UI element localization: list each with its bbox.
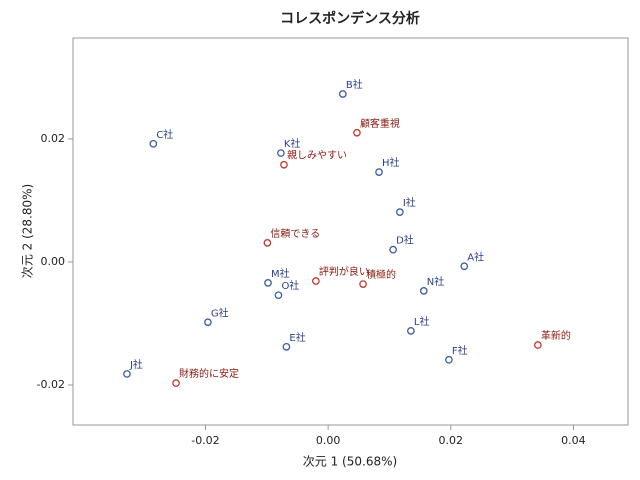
x-tick-label: 0.02	[439, 434, 464, 447]
point	[419, 287, 428, 295]
point-label: O社	[281, 279, 299, 292]
point-label: B社	[346, 78, 363, 91]
point	[312, 277, 320, 285]
point-label: 評判が良い	[319, 265, 369, 278]
chart-title: コレスポンデンス分析	[280, 10, 420, 27]
point	[445, 355, 453, 364]
point	[280, 160, 288, 169]
x-tick-label: 0.04	[561, 434, 586, 447]
point	[396, 208, 404, 216]
y-tick-label: 0.02	[41, 132, 66, 145]
point-label: J社	[129, 358, 143, 371]
point-label: 革新的	[541, 329, 571, 342]
point-label: I社	[403, 196, 416, 209]
point	[204, 318, 212, 327]
point	[264, 279, 272, 287]
point-label: A社	[467, 250, 484, 263]
point	[282, 343, 291, 351]
point-label: F社	[452, 344, 468, 357]
point-label: D社	[396, 234, 414, 247]
point-label: 積極的	[366, 268, 396, 281]
x-tick-label: -0.02	[191, 434, 219, 447]
point-label: 信頼できる	[270, 228, 320, 240]
y-tick-label: 0.00	[41, 255, 66, 268]
point	[274, 291, 283, 300]
point-label: C社	[156, 128, 173, 141]
point	[534, 341, 542, 349]
y-axis-label: 次元 2 (28.80%)	[21, 184, 35, 278]
y-tick-label: -0.02	[37, 378, 65, 391]
point	[172, 379, 180, 388]
point-label: 財務的に安定	[179, 367, 239, 380]
x-axis-label: 次元 1 (50.68%)	[303, 455, 397, 469]
point	[338, 90, 347, 98]
point	[263, 239, 272, 247]
point	[375, 168, 383, 176]
point	[353, 128, 361, 137]
point-label: E社	[289, 331, 305, 344]
point-label: H社	[382, 156, 400, 169]
point-label: N社	[427, 275, 444, 288]
point	[149, 139, 158, 148]
point	[277, 149, 285, 157]
point-label: 親しみやすい	[287, 149, 347, 162]
point	[460, 262, 469, 271]
point	[389, 245, 397, 254]
point-label: M社	[271, 267, 290, 280]
point-label: G社	[211, 306, 229, 319]
point	[123, 370, 131, 378]
point-label: K社	[284, 137, 301, 150]
point-label: 顧客重視	[360, 117, 400, 130]
point-label: L社	[414, 315, 430, 328]
x-tick-label: 0.00	[316, 434, 341, 447]
plot-frame	[72, 37, 629, 426]
point	[359, 280, 367, 288]
point	[407, 327, 415, 335]
